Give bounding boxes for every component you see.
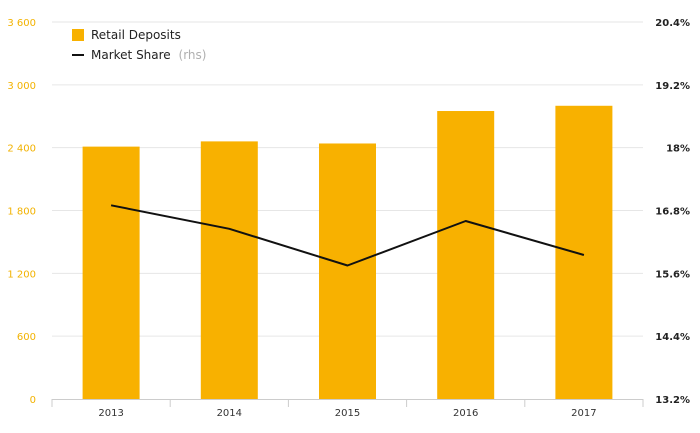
- bar-2013: [82, 146, 140, 399]
- x-tick-label: 2016: [453, 408, 478, 419]
- x-tick-label: 2014: [217, 408, 242, 419]
- legend-market-share-suffix: (rhs): [179, 48, 207, 62]
- bar-2014: [200, 141, 258, 399]
- y-left-tick-label: 3 000: [7, 81, 36, 92]
- x-tick-label: 2017: [571, 408, 596, 419]
- y-axis-left: 0 600 1 200 1 800 2 400 3 000 3 600: [7, 18, 36, 406]
- legend-swatch-retail-deposits: [72, 29, 84, 41]
- y-right-tick-label: 13.2%: [655, 395, 690, 406]
- bar-2016: [437, 111, 495, 399]
- bar-2017: [555, 105, 613, 400]
- y-right-tick-label: 18%: [666, 144, 690, 155]
- y-left-tick-label: 600: [17, 332, 36, 343]
- y-right-tick-label: 14.4%: [655, 332, 690, 343]
- x-tick-label: 2015: [335, 408, 360, 419]
- market-share-line: [110, 204, 585, 267]
- y-left-tick-label: 1 800: [7, 207, 36, 218]
- line-series: [110, 204, 585, 267]
- bar-2015: [319, 143, 376, 399]
- legend-label-retail-deposits: Retail Deposits: [91, 28, 181, 42]
- y-right-tick-label: 16.8%: [655, 207, 690, 218]
- x-tick-label: 2013: [98, 408, 123, 419]
- y-left-tick-label: 3 600: [7, 18, 36, 29]
- y-left-tick-label: 1 200: [7, 269, 36, 280]
- legend: Retail Deposits Market Share (rhs): [72, 28, 206, 62]
- y-left-tick-label: 0: [30, 395, 36, 406]
- legend-label-market-share: Market Share (rhs): [91, 48, 206, 62]
- y-right-tick-label: 19.2%: [655, 81, 690, 92]
- y-axis-right: 13.2% 14.4% 15.6% 16.8% 18% 19.2% 20.4%: [655, 18, 690, 406]
- legend-market-share-name: Market Share: [91, 48, 171, 62]
- x-axis: 2013 2014 2015 2016 2017: [51, 399, 644, 419]
- bar-series: [82, 105, 613, 400]
- y-right-tick-label: 20.4%: [655, 18, 690, 29]
- y-right-tick-label: 15.6%: [655, 269, 690, 280]
- y-left-tick-label: 2 400: [7, 144, 36, 155]
